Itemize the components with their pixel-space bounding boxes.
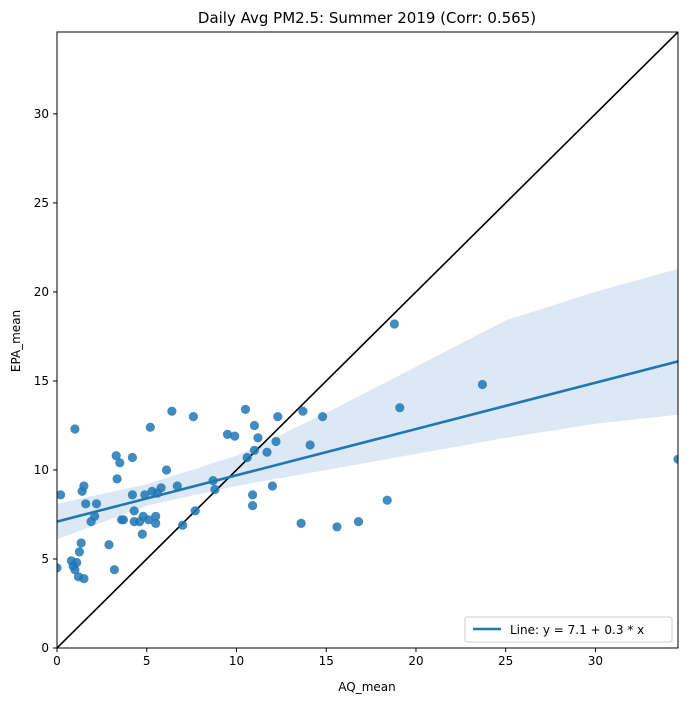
data-point (230, 431, 240, 441)
y-tick-label: 20 (34, 285, 49, 299)
y-tick-label: 10 (34, 463, 49, 477)
data-point (79, 574, 89, 584)
data-point (145, 422, 155, 432)
legend-entry: Line: y = 7.1 + 0.3 * x (510, 623, 644, 637)
data-point (143, 515, 154, 525)
data-point (332, 522, 342, 532)
data-point (253, 433, 263, 443)
data-point (262, 447, 272, 457)
data-point (151, 511, 161, 521)
confidence-band (57, 268, 678, 540)
data-point (267, 481, 277, 491)
identity-line (57, 32, 678, 648)
x-tick-label: 30 (588, 654, 603, 668)
data-point (382, 495, 392, 505)
y-tick-label: 30 (34, 107, 49, 121)
data-point (57, 490, 66, 500)
x-axis: 0 5 10 15 20 25 30 (53, 648, 603, 668)
x-tick-label: 0 (53, 654, 61, 668)
data-point (104, 540, 114, 550)
plot-frame (56, 31, 679, 649)
x-tick-label: 20 (408, 654, 423, 668)
data-point (118, 515, 128, 525)
plot-area (56, 31, 679, 649)
data-point (137, 529, 147, 539)
data-point (178, 520, 188, 530)
data-point (477, 379, 487, 390)
y-tick-label: 15 (34, 374, 49, 388)
data-point (353, 517, 364, 527)
data-point (222, 429, 233, 439)
legend: Line: y = 7.1 + 0.3 * x (464, 616, 673, 643)
data-point (296, 518, 306, 529)
data-point (70, 565, 80, 575)
data-point (167, 406, 177, 416)
data-point (188, 412, 198, 422)
data-point (127, 452, 137, 463)
data-point (240, 404, 251, 414)
chart-title: Daily Avg PM2.5: Summer 2019 (Corr: 0.56… (198, 9, 536, 27)
x-axis-label: AQ_mean (338, 680, 395, 694)
data-point (70, 424, 80, 434)
y-tick-label: 25 (34, 196, 49, 210)
data-point (151, 518, 161, 529)
data-point (389, 319, 399, 329)
data-point (172, 481, 182, 491)
data-point (298, 406, 308, 416)
regression-line (57, 360, 678, 523)
data-point (305, 440, 315, 450)
data-point (248, 490, 258, 500)
data-point (91, 499, 102, 509)
data-point (112, 474, 122, 484)
x-tick-label: 5 (143, 654, 151, 668)
y-tick-label: 0 (41, 641, 49, 655)
data-point (90, 511, 100, 521)
data-point (111, 451, 121, 461)
y-axis: 0 5 10 15 20 25 30 (34, 107, 57, 655)
data-point (190, 506, 200, 516)
y-axis-label: EPA_mean (9, 310, 23, 372)
data-point (129, 506, 139, 516)
x-tick-label: 15 (319, 654, 334, 668)
data-point (161, 465, 172, 475)
data-point (271, 436, 281, 447)
data-point (318, 412, 328, 422)
data-point (76, 538, 86, 548)
data-point (127, 490, 137, 500)
data-point (81, 499, 91, 509)
x-tick-label: 25 (498, 654, 513, 668)
data-point (109, 565, 119, 575)
data-point (242, 452, 252, 463)
plot-inner (57, 32, 678, 648)
data-point (249, 420, 259, 431)
legend-box (464, 616, 673, 643)
data-point (57, 563, 62, 573)
data-point (210, 484, 220, 495)
data-point (156, 483, 166, 493)
x-tick-label: 10 (229, 654, 244, 668)
data-point (115, 458, 125, 468)
data-point (72, 557, 82, 568)
data-point (395, 403, 405, 413)
data-point (79, 481, 89, 491)
data-point (74, 547, 84, 557)
data-point (673, 454, 678, 464)
y-tick-label: 5 (41, 552, 49, 566)
data-point (248, 501, 258, 511)
data-point (273, 412, 283, 422)
data-point (249, 445, 259, 455)
